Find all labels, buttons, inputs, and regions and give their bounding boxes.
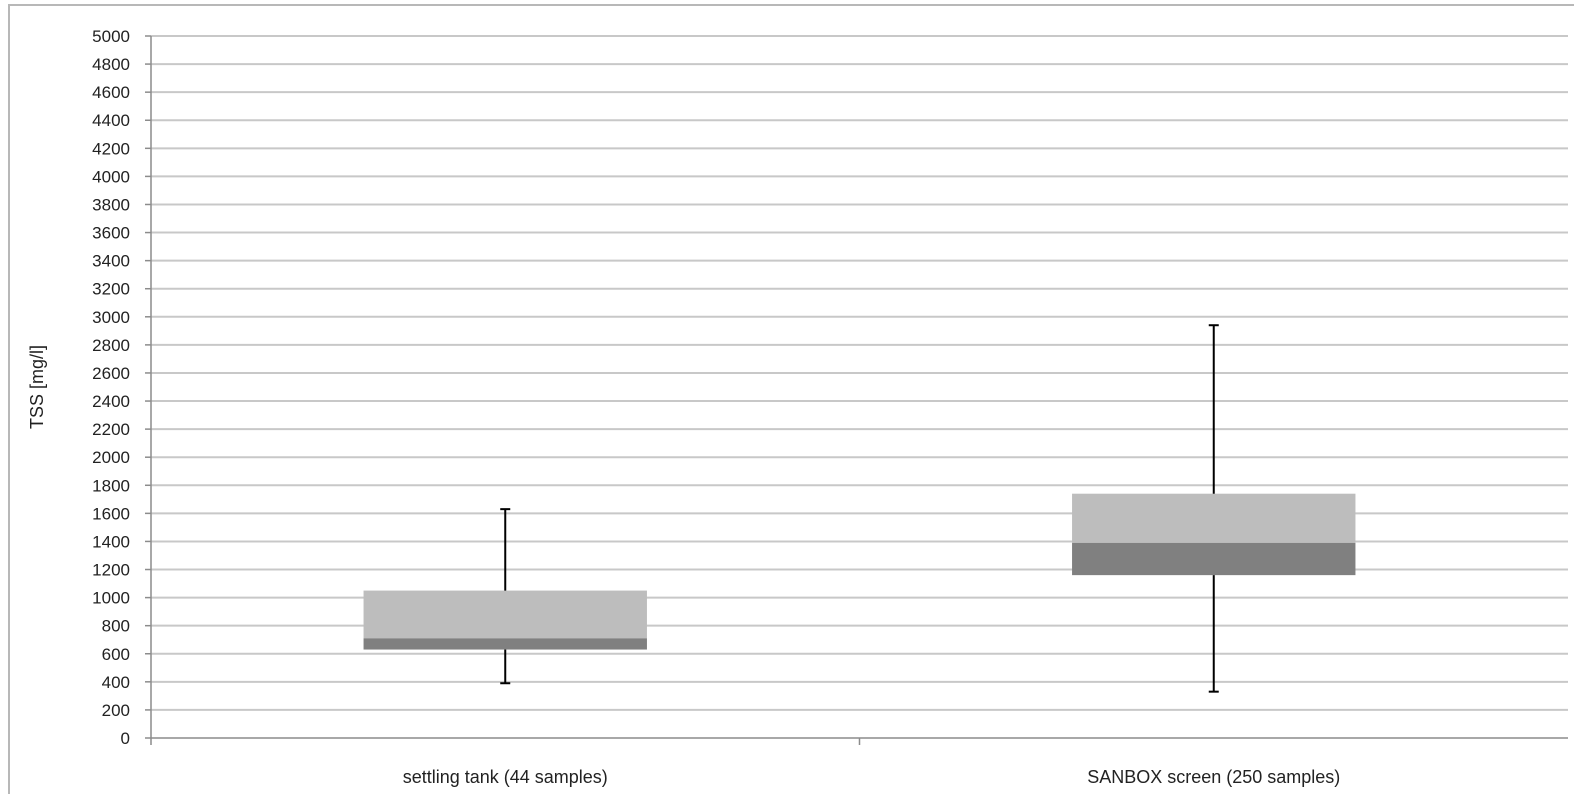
y-tick-label: 4200	[92, 139, 130, 158]
y-tick-label: 4800	[92, 55, 130, 74]
y-tick-label: 1800	[92, 476, 130, 495]
y-tick-label: 3000	[92, 308, 130, 327]
y-tick-label: 1400	[92, 532, 130, 551]
category-label: SANBOX screen (250 samples)	[1087, 767, 1340, 787]
category-labels: settling tank (44 samples) SANBOX screen …	[403, 767, 1341, 787]
box-lower-quartile	[1072, 542, 1356, 576]
y-tick-label: 600	[102, 645, 130, 664]
y-tick-label: 1200	[92, 561, 130, 580]
y-tick-label: 1000	[92, 589, 130, 608]
y-tick-label: 2400	[92, 392, 130, 411]
chart-frame	[8, 4, 1574, 794]
y-axis-title: TSS [mg/l]	[27, 345, 47, 429]
category-label: settling tank (44 samples)	[403, 767, 608, 787]
box-lower-quartile	[363, 638, 647, 650]
box-upper-quartile	[363, 590, 647, 639]
y-tick-label: 2200	[92, 420, 130, 439]
y-tick-label: 800	[102, 617, 130, 636]
y-tick-label: 2600	[92, 364, 130, 383]
grid-lines	[145, 35, 1568, 739]
y-tick-label: 2000	[92, 448, 130, 467]
y-tick-label: 3800	[92, 195, 130, 214]
y-tick-label: 1600	[92, 504, 130, 523]
box-upper-quartile	[1072, 493, 1356, 543]
axes	[150, 36, 1568, 745]
boxes	[363, 324, 1356, 693]
y-tick-label: 2800	[92, 336, 130, 355]
y-tick-label: 3400	[92, 252, 130, 271]
y-tick-label: 200	[102, 701, 130, 720]
y-tick-label: 4600	[92, 83, 130, 102]
y-tick-label: 5000	[92, 27, 130, 46]
y-tick-label: 4000	[92, 167, 130, 186]
y-tick-labels: 0 200 400 600 800 1000 1200 1400 1600 1800 2000 220…	[92, 27, 130, 748]
y-tick-label: 0	[121, 729, 130, 748]
y-tick-label: 3200	[92, 280, 130, 299]
y-tick-label: 400	[102, 673, 130, 692]
y-tick-label: 4400	[92, 111, 130, 130]
y-tick-label: 3600	[92, 224, 130, 243]
